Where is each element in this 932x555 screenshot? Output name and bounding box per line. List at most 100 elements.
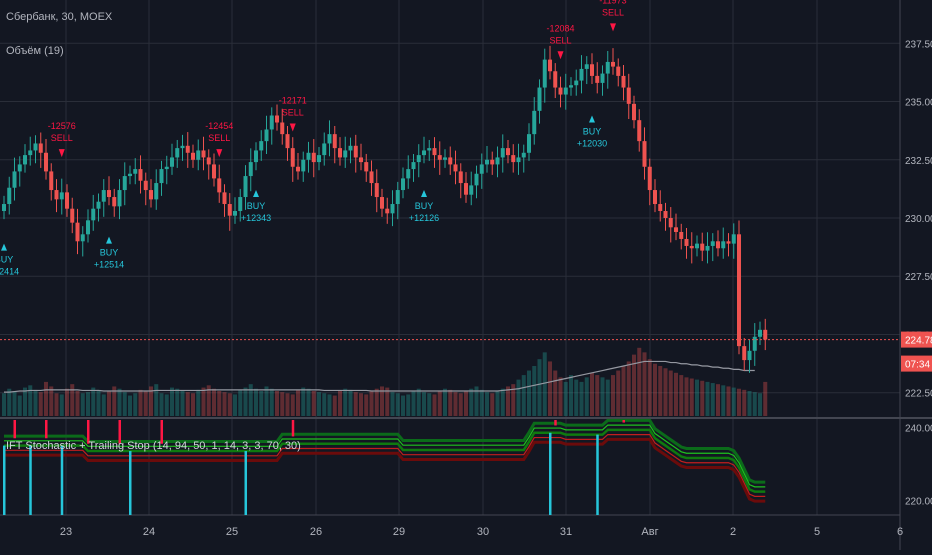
- volume-bar: [311, 390, 316, 416]
- volume-bar: [427, 393, 432, 416]
- volume-bar: [432, 394, 437, 416]
- volume-bar: [353, 392, 358, 416]
- price-tick-label: 232.50: [905, 156, 932, 167]
- buy-signal-bar: [3, 445, 6, 515]
- candle-body: [154, 183, 159, 200]
- candle-body: [558, 87, 563, 95]
- volume-bar: [264, 386, 269, 416]
- price-tick-label: 230.00: [905, 214, 932, 225]
- volume-bar: [511, 384, 516, 416]
- candle-body: [448, 157, 453, 165]
- candle-body: [616, 66, 621, 76]
- volume-bar: [117, 388, 122, 416]
- volume-bar: [59, 394, 64, 416]
- volume-bar: [374, 388, 379, 416]
- candle-body: [159, 169, 164, 184]
- volume-bar: [695, 379, 699, 416]
- buy-arrow-icon: [1, 243, 7, 251]
- volume-bar: [227, 393, 232, 416]
- candle-body: [280, 122, 285, 135]
- volume-bar: [464, 390, 468, 416]
- volume-bar: [485, 392, 489, 416]
- candle-body: [506, 148, 510, 156]
- volume-bar: [359, 393, 363, 416]
- candle-body: [149, 190, 153, 200]
- candle-body: [191, 152, 195, 160]
- candle-body: [96, 201, 101, 209]
- volume-bar: [395, 393, 400, 416]
- candle-body: [584, 64, 589, 69]
- volume-bar: [170, 387, 174, 416]
- candle-body: [485, 159, 489, 165]
- candle-body: [605, 61, 610, 74]
- candle-body: [301, 159, 306, 172]
- candle-body: [737, 234, 741, 347]
- volume-bar: [112, 386, 117, 416]
- volume-bar: [747, 390, 752, 416]
- volume-bar: [647, 359, 652, 416]
- candle-body: [563, 87, 568, 95]
- buy-annotation-value: +12030: [577, 138, 607, 148]
- candle-body: [91, 208, 96, 221]
- time-tick-label: 24: [143, 526, 155, 538]
- countdown-label: 07:34: [905, 360, 930, 371]
- candle-body: [553, 71, 558, 88]
- volume-bar: [616, 370, 621, 416]
- sell-annotation-value: -12576: [48, 121, 76, 131]
- buy-signal-bar: [129, 451, 132, 515]
- volume-bar: [143, 390, 148, 416]
- volume-bar: [448, 389, 453, 416]
- buy-arrow-icon: [421, 190, 427, 198]
- last-price-label: 224.78: [905, 336, 932, 347]
- volume-bar: [290, 394, 295, 416]
- candle-body: [275, 115, 279, 123]
- candle-body: [285, 134, 290, 149]
- sell-arrow-icon: [610, 23, 616, 32]
- volume-bar: [54, 393, 59, 416]
- indicator-title: IFT Stochastic + Trailing Stop (14, 94, …: [6, 440, 301, 452]
- candle-body: [763, 329, 768, 340]
- volume-bar: [259, 390, 264, 416]
- sell-annotation-value: -12454: [205, 121, 233, 131]
- candle-body: [500, 148, 505, 158]
- price-tick-label: 237.50: [905, 39, 932, 50]
- volume-bar: [80, 393, 85, 416]
- volume-bar: [233, 394, 237, 416]
- buy-signal-bar: [29, 445, 32, 515]
- volume-bar: [343, 388, 348, 416]
- volume-bar: [338, 390, 342, 416]
- sell-signal-bar: [13, 420, 16, 439]
- buy-annotation-label: BUY: [415, 201, 434, 211]
- candle-body: [133, 169, 138, 174]
- volume-bar: [653, 363, 657, 416]
- candle-body: [458, 171, 463, 184]
- sell-signal-bar: [622, 420, 625, 423]
- volume-bar: [758, 393, 762, 416]
- volume-bar: [70, 384, 75, 416]
- candle-body: [170, 157, 174, 167]
- volume-bar: [243, 387, 248, 416]
- candle-body: [663, 211, 668, 218]
- volume-bar: [149, 386, 153, 416]
- volume-bar: [364, 394, 369, 416]
- buy-annotation-label: BUY: [100, 248, 119, 258]
- candle-body: [742, 346, 747, 361]
- candle-body: [343, 150, 348, 158]
- sell-arrow-icon: [289, 123, 296, 132]
- candle-body: [747, 350, 752, 361]
- volume-bar: [332, 395, 337, 416]
- volume-bar: [437, 390, 442, 416]
- trailing-stop-band-1: [4, 424, 766, 488]
- volume-bar: [406, 394, 411, 416]
- candle-body: [254, 150, 258, 163]
- volume-title: Объём (19): [6, 45, 64, 57]
- candle-body: [390, 204, 395, 214]
- sell-annotation-label: SELL: [602, 7, 624, 17]
- volume-bar: [584, 377, 589, 416]
- buy-signal-bar: [60, 445, 64, 515]
- buy-signal-bar: [244, 451, 247, 515]
- candle-body: [532, 110, 537, 135]
- signal-annotations: BUY +12414 -12576 SELL BUY +12514 -12454 SELL BU…: [0, 0, 627, 277]
- volume-bar: [558, 377, 563, 416]
